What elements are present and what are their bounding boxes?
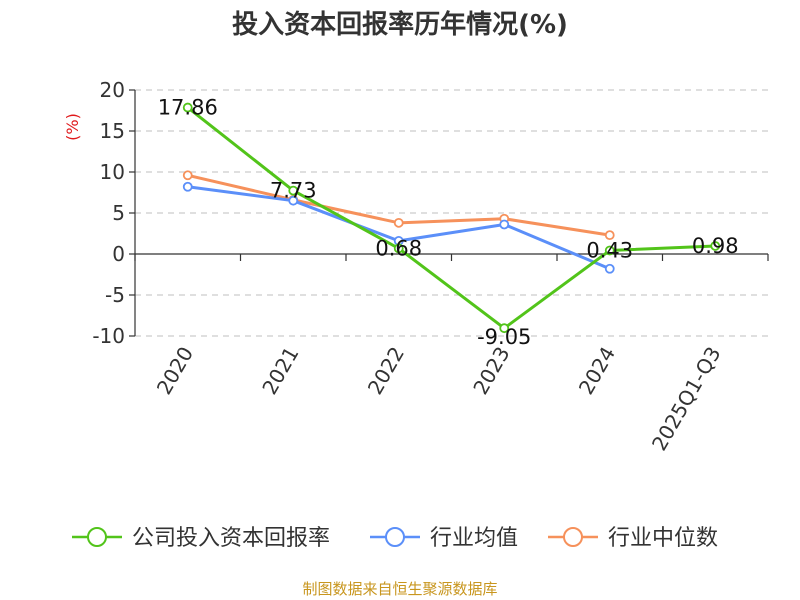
data-point [182, 181, 193, 192]
chart-title: 投入资本回报率历年情况(%) [232, 10, 568, 40]
x-tick-label: 2023 [468, 343, 514, 399]
y-axis-label: (%) [63, 113, 82, 141]
data-point [499, 323, 510, 334]
legend-item[interactable]: 行业中位数 [548, 526, 718, 551]
y-axis: 20 15 10 5 0 -5 -10 (%) [63, 78, 136, 348]
legend-label: 行业均值 [430, 526, 518, 551]
y-tick-label: 0 [112, 242, 125, 266]
data-point [288, 185, 299, 196]
series-group [182, 102, 721, 334]
legend-marker [87, 527, 107, 547]
data-point [393, 217, 404, 228]
legend-label: 公司投入资本回报率 [132, 526, 330, 551]
data-point [604, 263, 615, 274]
y-tick-label: 5 [112, 201, 125, 225]
legend-marker [385, 527, 405, 547]
data-point [499, 219, 510, 230]
data-point [710, 241, 721, 251]
y-tick-label: -5 [105, 283, 125, 307]
data-point [288, 195, 299, 206]
y-tick-label: 15 [100, 119, 125, 143]
data-point [604, 230, 615, 241]
data-label: 0.98 [692, 234, 739, 258]
data-point [393, 243, 404, 254]
data-label: 17.86 [158, 96, 218, 120]
x-tick-label: 2021 [257, 343, 303, 399]
x-tick-label: 2024 [574, 343, 620, 399]
data-label: -9.05 [477, 325, 531, 349]
data-label: 0.43 [586, 238, 633, 262]
x-tick-label: 2020 [152, 343, 198, 399]
legend-label: 行业中位数 [608, 526, 718, 551]
legend-item[interactable]: 公司投入资本回报率 [72, 526, 330, 551]
legend-item[interactable]: 行业均值 [370, 526, 518, 551]
y-tick-label: -10 [92, 324, 125, 348]
data-labels: 17.86 7.73 0.68 -9.05 0.43 0.98 [158, 96, 739, 350]
x-tick-label: 2022 [363, 343, 409, 399]
legend: 公司投入资本回报率 行业均值 行业中位数 [72, 526, 718, 551]
data-label: 7.73 [270, 179, 317, 203]
y-tick-label: 20 [100, 78, 125, 102]
source-note: 制图数据来自恒生聚源数据库 [302, 580, 498, 598]
data-point [182, 102, 193, 113]
x-axis: 2020 2021 2022 2023 2024 2025Q1-Q3 [134, 253, 769, 455]
data-point [604, 245, 615, 256]
series-line [186, 106, 716, 330]
grid-lines [135, 89, 768, 337]
y-tick-label: 10 [100, 160, 125, 184]
data-point [182, 170, 193, 181]
x-tick-label: 2025Q1-Q3 [647, 343, 726, 455]
data-label: 0.68 [375, 236, 422, 260]
legend-marker [563, 527, 583, 547]
